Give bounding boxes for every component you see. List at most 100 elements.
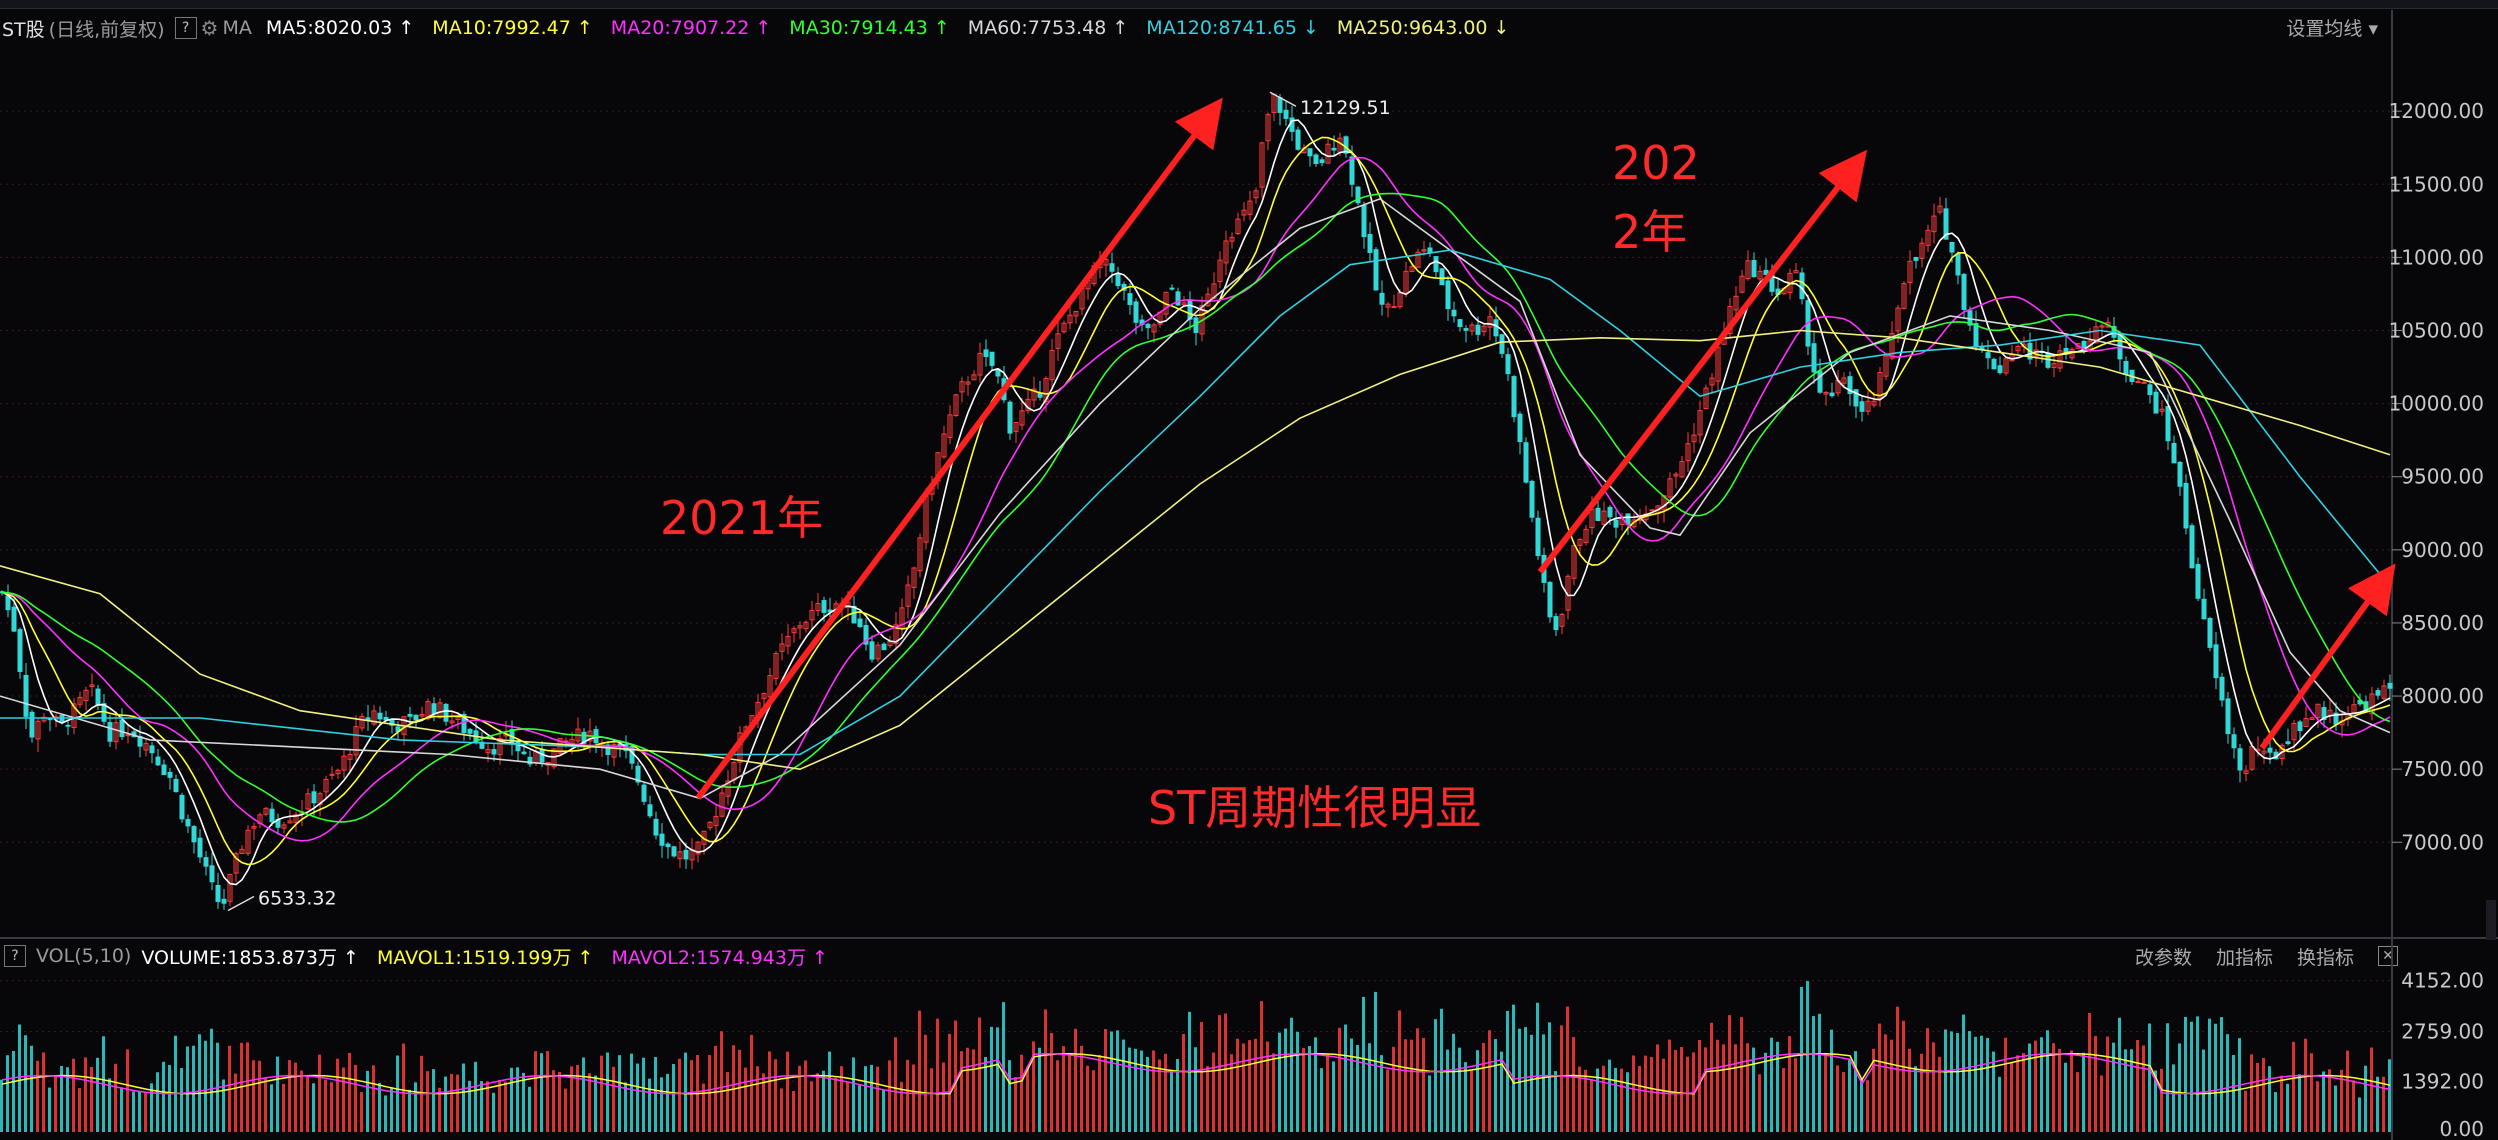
candle-body bbox=[1019, 410, 1025, 426]
volume-bar bbox=[498, 1079, 501, 1132]
volume-bar bbox=[2094, 1036, 2097, 1132]
candle-body bbox=[1175, 291, 1181, 306]
volume-bar bbox=[822, 1070, 825, 1132]
volume-bar bbox=[462, 1063, 465, 1132]
volume-bar bbox=[1476, 1050, 1479, 1132]
volume-help-icon[interactable]: ? bbox=[4, 945, 26, 967]
volume-bar bbox=[2358, 1097, 2361, 1132]
volume-bar bbox=[480, 1081, 483, 1132]
toolbar-strip bbox=[0, 0, 2498, 9]
candle-body bbox=[911, 567, 917, 588]
candle-body bbox=[1841, 377, 1847, 384]
candle-body bbox=[2267, 747, 2273, 753]
candle-body bbox=[1031, 388, 1037, 401]
ma-settings-button[interactable]: 设置均线 ▾ bbox=[2286, 18, 2378, 40]
candle-body bbox=[1505, 354, 1511, 375]
volume-bar bbox=[1380, 1055, 1383, 1132]
volume-bar bbox=[642, 1057, 645, 1132]
candle-body bbox=[653, 818, 659, 836]
volume-bar bbox=[648, 1078, 651, 1132]
arrow-2023 bbox=[2259, 563, 2396, 750]
volume-bar bbox=[984, 1056, 987, 1132]
switch-indicator-button[interactable]: 换指标 bbox=[2296, 946, 2354, 969]
volume-bar bbox=[1326, 1054, 1329, 1132]
candle-body bbox=[2213, 644, 2219, 679]
volume-bar bbox=[1608, 1059, 1611, 1132]
candle-body bbox=[341, 755, 347, 771]
candle-body bbox=[143, 743, 149, 751]
volume-bar bbox=[690, 1060, 693, 1132]
candle-body bbox=[1523, 442, 1529, 483]
candle-body bbox=[35, 720, 41, 740]
volume-bar bbox=[870, 1064, 873, 1132]
candle-body bbox=[983, 349, 989, 358]
candle-body bbox=[773, 653, 779, 679]
candle-body bbox=[203, 857, 209, 867]
candle-body bbox=[1949, 241, 1955, 253]
annotation-2022-line2: 2年 bbox=[1612, 205, 1688, 259]
volume-bar bbox=[1764, 1052, 1767, 1132]
candle-body bbox=[209, 865, 215, 883]
volume-bar bbox=[174, 1035, 177, 1132]
volume-bar bbox=[546, 1051, 549, 1132]
candle-body bbox=[527, 756, 533, 765]
candle-body bbox=[647, 804, 653, 817]
volume-bar bbox=[1590, 1079, 1593, 1132]
candle-body bbox=[971, 374, 977, 381]
volume-bar bbox=[1920, 1053, 1923, 1132]
volume-bar bbox=[1866, 1080, 1869, 1132]
candle-body bbox=[857, 618, 863, 628]
candle-body bbox=[1475, 324, 1481, 335]
volume-bar bbox=[300, 1070, 303, 1132]
volume-bar bbox=[366, 1070, 369, 1132]
volume-tick-label: 0.00 bbox=[2439, 1117, 2484, 1140]
volume-bar bbox=[1002, 1002, 1005, 1132]
volume-bar bbox=[990, 1026, 993, 1132]
change-params-button[interactable]: 改参数 bbox=[2134, 946, 2192, 969]
candle-body bbox=[1733, 295, 1739, 311]
close-icon[interactable]: ✕ bbox=[2378, 946, 2398, 966]
candle-body bbox=[1823, 391, 1829, 395]
candle-body bbox=[2159, 408, 2165, 412]
volume-bar bbox=[756, 1066, 759, 1132]
volume-bar bbox=[1446, 1049, 1449, 1132]
candle-body bbox=[83, 689, 89, 702]
help-icon[interactable]: ? bbox=[174, 17, 197, 39]
volume-bar bbox=[1092, 1070, 1095, 1132]
candle-body bbox=[467, 728, 473, 734]
candle-body bbox=[1793, 270, 1799, 274]
volume-bar bbox=[204, 1040, 207, 1132]
candle-body bbox=[5, 595, 11, 611]
candle-body bbox=[1763, 269, 1769, 276]
candle-body bbox=[1535, 517, 1541, 556]
candle-body bbox=[683, 849, 689, 860]
volume-bar bbox=[1872, 1048, 1875, 1132]
candle-body bbox=[1673, 473, 1679, 477]
candle-body bbox=[2015, 346, 2021, 351]
volume-bar bbox=[2190, 1021, 2193, 1132]
volume-bar bbox=[1560, 1025, 1563, 1132]
candle-body bbox=[1871, 400, 1877, 406]
candle-body bbox=[761, 692, 767, 699]
price-tick-label: 10500.00 bbox=[2389, 319, 2484, 343]
candle-body bbox=[893, 624, 899, 645]
candle-body bbox=[2219, 676, 2225, 701]
volume-bar bbox=[1524, 1027, 1527, 1132]
volume-bar bbox=[564, 1088, 567, 1132]
volume-bar bbox=[2046, 1030, 2049, 1132]
annotation-2021: 2021年 bbox=[660, 491, 824, 545]
volume-bar bbox=[1530, 1034, 1533, 1132]
candle-body bbox=[1973, 323, 1979, 348]
stock-name: ST股 bbox=[2, 18, 45, 41]
volume-bar bbox=[978, 1017, 981, 1132]
gear-icon[interactable]: ⚙ bbox=[200, 16, 219, 40]
volume-bar bbox=[1494, 1039, 1497, 1132]
volume-bar bbox=[816, 1073, 819, 1132]
volume-bar bbox=[1968, 1031, 1971, 1132]
candle-body bbox=[185, 818, 191, 827]
candle-body bbox=[809, 610, 815, 621]
candle-body bbox=[1055, 333, 1061, 349]
volume-bar bbox=[960, 1051, 963, 1132]
add-indicator-button[interactable]: 加指标 bbox=[2215, 946, 2273, 969]
